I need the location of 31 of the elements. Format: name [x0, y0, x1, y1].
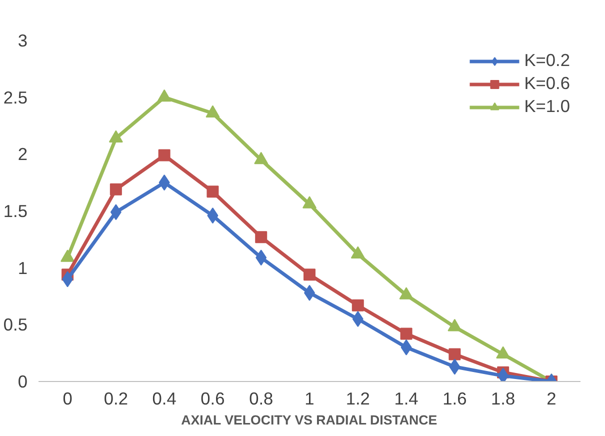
point — [304, 268, 316, 281]
legend-label: K=0.2 — [524, 50, 570, 71]
x-tick-label: 2 — [546, 388, 556, 408]
y-tick-label: 3 — [18, 30, 28, 50]
point — [206, 186, 219, 198]
y-tick-label: 0.5 — [3, 314, 28, 335]
y-tick-label: 0 — [18, 372, 28, 392]
point — [158, 149, 170, 162]
x-axis-title: AXIAL VELOCITY VS RADIAL DISTANCE — [181, 412, 438, 428]
y-tick-label: 1 — [18, 258, 28, 278]
y-tick-label: 2.5 — [3, 87, 28, 108]
legend-label: K=0.6 — [524, 73, 570, 94]
x-tick-label: 0.2 — [104, 388, 128, 408]
legend-label: K=1.0 — [524, 96, 570, 117]
y-tick-label: 2 — [18, 144, 28, 164]
x-tick-label: 1.8 — [491, 388, 516, 408]
x-tick-label: 0.4 — [152, 388, 177, 408]
point — [110, 183, 122, 196]
x-tick-label: 0 — [62, 388, 72, 408]
point — [448, 348, 461, 360]
x-tick-label: 1.2 — [346, 388, 370, 408]
point — [400, 328, 412, 340]
x-tick-label: 1 — [304, 388, 314, 408]
point — [255, 231, 268, 244]
y-tick-label: 1.5 — [3, 201, 28, 221]
point — [498, 368, 509, 382]
x-tick-label: 1.6 — [442, 388, 467, 408]
x-tick-label: 1.4 — [394, 388, 419, 408]
point — [352, 299, 364, 312]
x-tick-label: 0.8 — [249, 388, 274, 408]
x-tick-label: 0.6 — [200, 388, 225, 408]
